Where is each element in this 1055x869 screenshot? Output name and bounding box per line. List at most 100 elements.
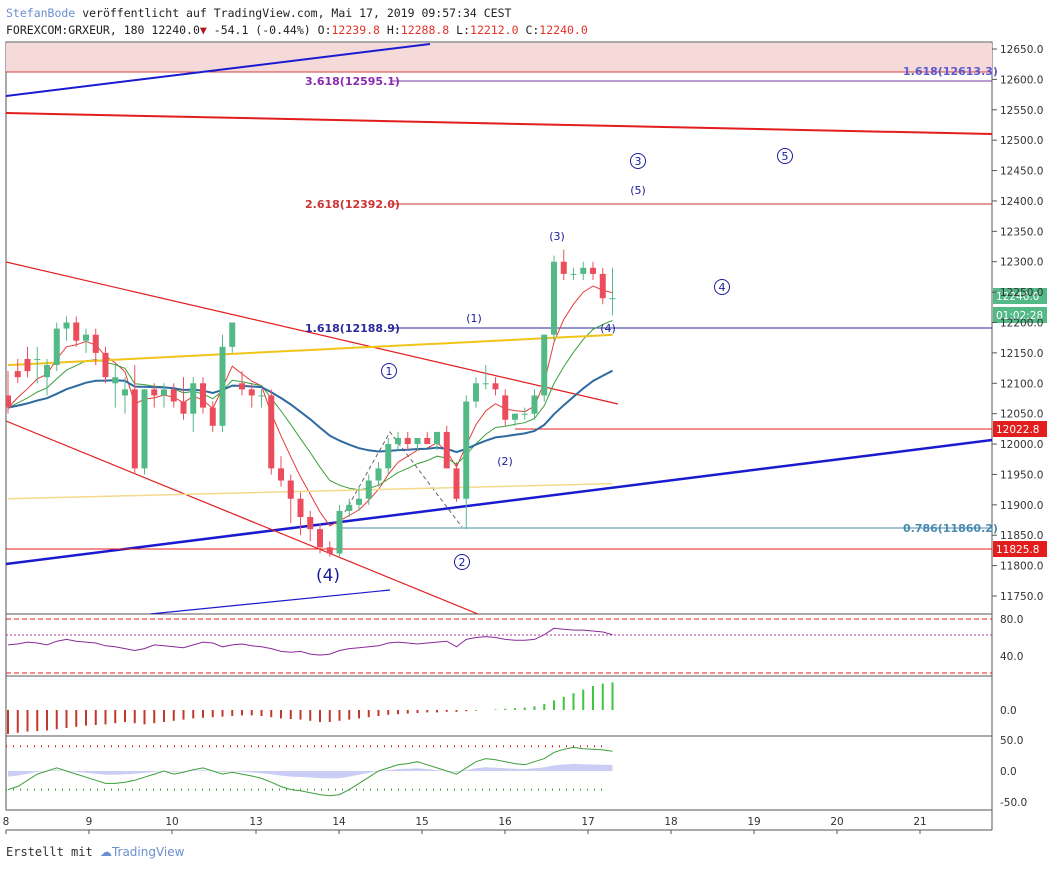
ohlc-h-label: H: bbox=[386, 23, 401, 37]
y-tick-label: 12000.0 bbox=[1000, 439, 1043, 451]
wave-1: 1 bbox=[386, 365, 393, 378]
channel-bottom-line[interactable] bbox=[6, 420, 479, 614]
candle-body bbox=[570, 273, 577, 275]
y-tick-label: 12200.0 bbox=[1000, 318, 1043, 330]
ohlc-o: 12239.8 bbox=[331, 23, 380, 37]
x-tick-label: 10 bbox=[165, 816, 178, 828]
wave-paren-2: (2) bbox=[497, 455, 513, 468]
candle-body bbox=[356, 498, 362, 505]
wave-paren-4: (4) bbox=[600, 322, 616, 335]
x-tick-label: 13 bbox=[249, 816, 262, 828]
x-tick-label: 18 bbox=[664, 816, 677, 828]
candle-body bbox=[248, 389, 255, 396]
published-info: veröffentlicht auf TradingView.com, Mai … bbox=[82, 6, 512, 20]
rsi-tick-label: 40.0 bbox=[1000, 651, 1023, 663]
channel-top-line[interactable] bbox=[6, 261, 619, 405]
down-arrow-icon: ▼ bbox=[199, 23, 207, 37]
countdown-label: 01:02:28 bbox=[996, 310, 1043, 322]
candle-body bbox=[492, 383, 499, 390]
upper-red-trendline[interactable] bbox=[6, 112, 992, 135]
ohlc-c-label: C: bbox=[525, 23, 540, 37]
candle-body bbox=[53, 328, 60, 366]
candle-body bbox=[453, 468, 460, 499]
candle-body bbox=[463, 401, 470, 499]
candle-body bbox=[161, 389, 167, 396]
candle-body bbox=[151, 389, 158, 396]
price-label-12022-box bbox=[993, 421, 1047, 437]
footer: Erstellt mit ☁TradingView bbox=[6, 845, 184, 859]
y-tick-label: 12600.0 bbox=[1000, 74, 1043, 86]
x-tick-label: 17 bbox=[581, 816, 594, 828]
candle-body bbox=[404, 437, 411, 445]
candle-body bbox=[434, 431, 440, 445]
candle-body bbox=[219, 346, 226, 426]
candle-body bbox=[102, 352, 109, 378]
wave-big-4: (4) bbox=[316, 566, 340, 586]
x-tick-label: 9 bbox=[86, 816, 93, 828]
wave-2: 2 bbox=[459, 556, 466, 569]
candle-body bbox=[141, 389, 148, 469]
symbol-label[interactable]: FOREXCOM:GRXEUR, 180 bbox=[6, 23, 145, 37]
chart-header-line1: StefanBode veröffentlicht auf TradingVie… bbox=[6, 6, 511, 20]
candle-body bbox=[307, 516, 314, 530]
y-tick-label: 12550.0 bbox=[1000, 105, 1043, 117]
candle-body bbox=[200, 383, 206, 408]
candle-body bbox=[34, 358, 41, 360]
y-tick-label: 12050.0 bbox=[1000, 409, 1043, 421]
x-tick-label: 19 bbox=[747, 816, 760, 828]
candle-body bbox=[287, 480, 294, 499]
y-tick-label: 12400.0 bbox=[1000, 196, 1043, 208]
drawings bbox=[6, 43, 992, 614]
rsi-line bbox=[7, 627, 613, 656]
change-value: -54.1 (-0.44%) bbox=[213, 23, 311, 37]
candle-body bbox=[24, 358, 31, 372]
candle-body bbox=[385, 444, 392, 469]
y-tick-label: 11800.0 bbox=[1000, 561, 1043, 573]
wave-2-circle bbox=[454, 554, 470, 570]
tradingview-brand[interactable]: TradingView bbox=[111, 845, 185, 859]
candle-body bbox=[170, 389, 177, 402]
candle-body bbox=[375, 468, 382, 481]
wave-5-circle bbox=[777, 148, 793, 164]
candle-body bbox=[541, 334, 548, 396]
osc-tick-label: -50.0 bbox=[1000, 797, 1027, 809]
x-tick-label: 16 bbox=[498, 816, 512, 828]
author-link[interactable]: StefanBode bbox=[6, 6, 76, 20]
candle-body bbox=[346, 504, 353, 511]
candle-body bbox=[580, 267, 587, 274]
y-tick-label: 11900.0 bbox=[1000, 500, 1043, 512]
fib-1618-upper-label: 1.618(12613.3) bbox=[903, 65, 998, 78]
candle-body bbox=[521, 413, 528, 415]
candle-body bbox=[258, 395, 265, 397]
candle-body bbox=[63, 322, 70, 329]
candle-body bbox=[482, 383, 489, 385]
sma-long-line bbox=[7, 482, 613, 500]
y-tick-label: 11850.0 bbox=[1000, 530, 1043, 542]
candle-body bbox=[395, 437, 401, 445]
osc-tick-label: 50.0 bbox=[1000, 735, 1023, 747]
tradingview-logo-icon[interactable]: ☁ bbox=[99, 845, 112, 859]
price-label-12022: 12022.8 bbox=[996, 424, 1039, 436]
ohlc-h: 12288.8 bbox=[400, 23, 450, 37]
osc-tick-label: 0.0 bbox=[1000, 766, 1017, 778]
ema-mid-line bbox=[7, 319, 613, 491]
price-label-11825: 11825.8 bbox=[996, 544, 1039, 556]
candle-body bbox=[560, 261, 567, 274]
wave-3-circle bbox=[630, 153, 646, 169]
lower-blue-trendline[interactable] bbox=[6, 438, 992, 566]
price-label-11825-box bbox=[993, 541, 1047, 557]
ohlc-l: 12212.0 bbox=[470, 23, 519, 37]
candle-body bbox=[239, 383, 245, 390]
lower-thin-blue-line[interactable] bbox=[149, 589, 391, 614]
ohlc-o-label: O: bbox=[317, 23, 332, 37]
candle-body bbox=[599, 273, 606, 299]
osc-line bbox=[7, 746, 613, 797]
upper-blue-trendline[interactable] bbox=[6, 43, 431, 97]
wave-4-circle bbox=[714, 279, 730, 295]
y-tick-label: 11950.0 bbox=[1000, 469, 1043, 481]
y-tick-label: 12300.0 bbox=[1000, 257, 1043, 269]
wave-5: 5 bbox=[782, 150, 789, 163]
candle-body bbox=[531, 395, 538, 414]
histogram-tick-label: 0.0 bbox=[1000, 705, 1017, 717]
